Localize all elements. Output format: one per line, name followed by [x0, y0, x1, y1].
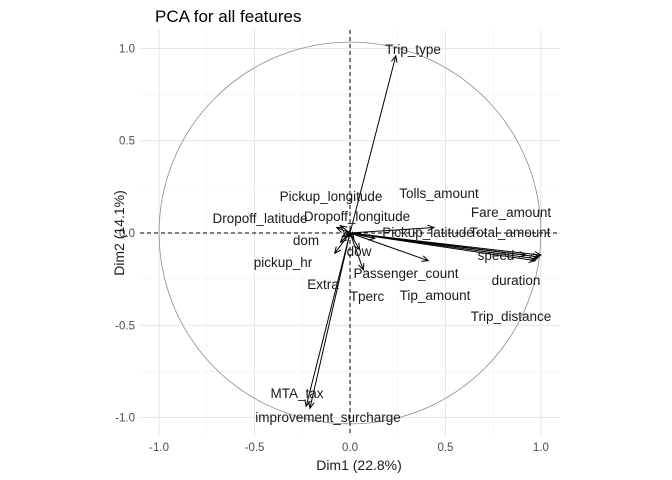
label-tperc: Tperc — [350, 289, 385, 304]
chart-title: PCA for all features — [155, 7, 301, 26]
arrowhead-trip_type — [391, 54, 398, 63]
arrow-improvement_surcharge — [309, 232, 351, 409]
label-fare_amount: Fare_amount — [471, 205, 552, 220]
label-dow: dow — [347, 244, 372, 259]
arrow-mta_tax — [305, 232, 351, 407]
x-tick-label: 1.0 — [533, 442, 549, 454]
arrowhead-tolls_amount — [427, 224, 436, 232]
y-tick-labels: -1.0 -0.5 0.0 0.5 1.0 — [115, 43, 135, 424]
arrow-tolls_amount — [349, 226, 435, 234]
label-extra: Extra — [307, 277, 339, 292]
label-tolls_amount: Tolls_amount — [399, 186, 479, 201]
label-trip_type: Trip_type — [385, 42, 441, 57]
x-axis-label: Dim1 (22.8%) — [316, 457, 402, 473]
arrowhead-total_amount — [534, 251, 543, 258]
arrow-extra — [334, 232, 351, 254]
arrowhead-improvement_surcharge — [308, 401, 315, 410]
arrowhead-trip_distance — [530, 254, 539, 262]
arrow-trip_type — [349, 55, 397, 234]
arrow-passenger_count — [349, 232, 360, 250]
x-tick-label: 0.0 — [342, 442, 358, 454]
y-axis-label: Dim2 (14.1%) — [111, 190, 127, 276]
variable-labels: Trip_type Tolls_amount Fare_amount Total_am… — [212, 42, 551, 425]
arrow-dropoff_longitude — [336, 227, 351, 234]
y-tick-label: 0.0 — [119, 228, 135, 240]
label-tip_amount: Tip_amount — [400, 288, 471, 303]
arrowhead-extra — [333, 246, 342, 255]
label-duration: duration — [492, 273, 541, 288]
y-tick-label: -0.5 — [115, 320, 135, 332]
y-tick-label: -1.0 — [115, 413, 135, 425]
arrowhead-pickup_latitude — [367, 233, 377, 241]
arrowhead-tperc — [358, 262, 365, 272]
label-passenger_count: Passenger_count — [353, 266, 458, 281]
x-tick-label: -1.0 — [149, 442, 169, 454]
x-tick-label: 0.5 — [437, 442, 453, 454]
label-pickup_longitude: Pickup_longitude — [280, 189, 383, 204]
label-mta_tax: MTA_tax — [270, 386, 323, 401]
arrowhead-dropoff_longitude — [335, 226, 344, 233]
label-speed: speed — [478, 248, 515, 263]
label-improvement_surcharge: improvement_surcharge — [255, 410, 401, 425]
label-dropoff_longitude: Dropoff_longitude — [304, 209, 410, 224]
y-tick-label: 1.0 — [119, 43, 135, 55]
y-tick-label: 0.5 — [119, 136, 135, 148]
x-tick-label: -0.5 — [245, 442, 265, 454]
arrow-tperc — [349, 232, 364, 271]
arrow-tip_amount — [349, 232, 429, 262]
x-tick-labels: -1.0 -0.5 0.0 0.5 1.0 — [149, 442, 549, 454]
arrow-pickup_latitude — [349, 232, 375, 240]
arrow-trip_distance — [349, 232, 538, 260]
label-total_amount: Total_amount — [469, 225, 550, 240]
label-dropoff_latitude: Dropoff_latitude — [212, 211, 307, 226]
arrowhead-passenger_count — [353, 242, 361, 251]
label-dom: dom — [293, 233, 319, 248]
label-trip_distance: Trip_distance — [471, 309, 552, 324]
variable-arrows — [304, 54, 543, 410]
label-pickup_latitude: Pickup_latitude — [382, 225, 474, 240]
label-pickup_hr: pickup_hr — [254, 255, 313, 270]
arrowhead-tip_amount — [421, 255, 430, 262]
